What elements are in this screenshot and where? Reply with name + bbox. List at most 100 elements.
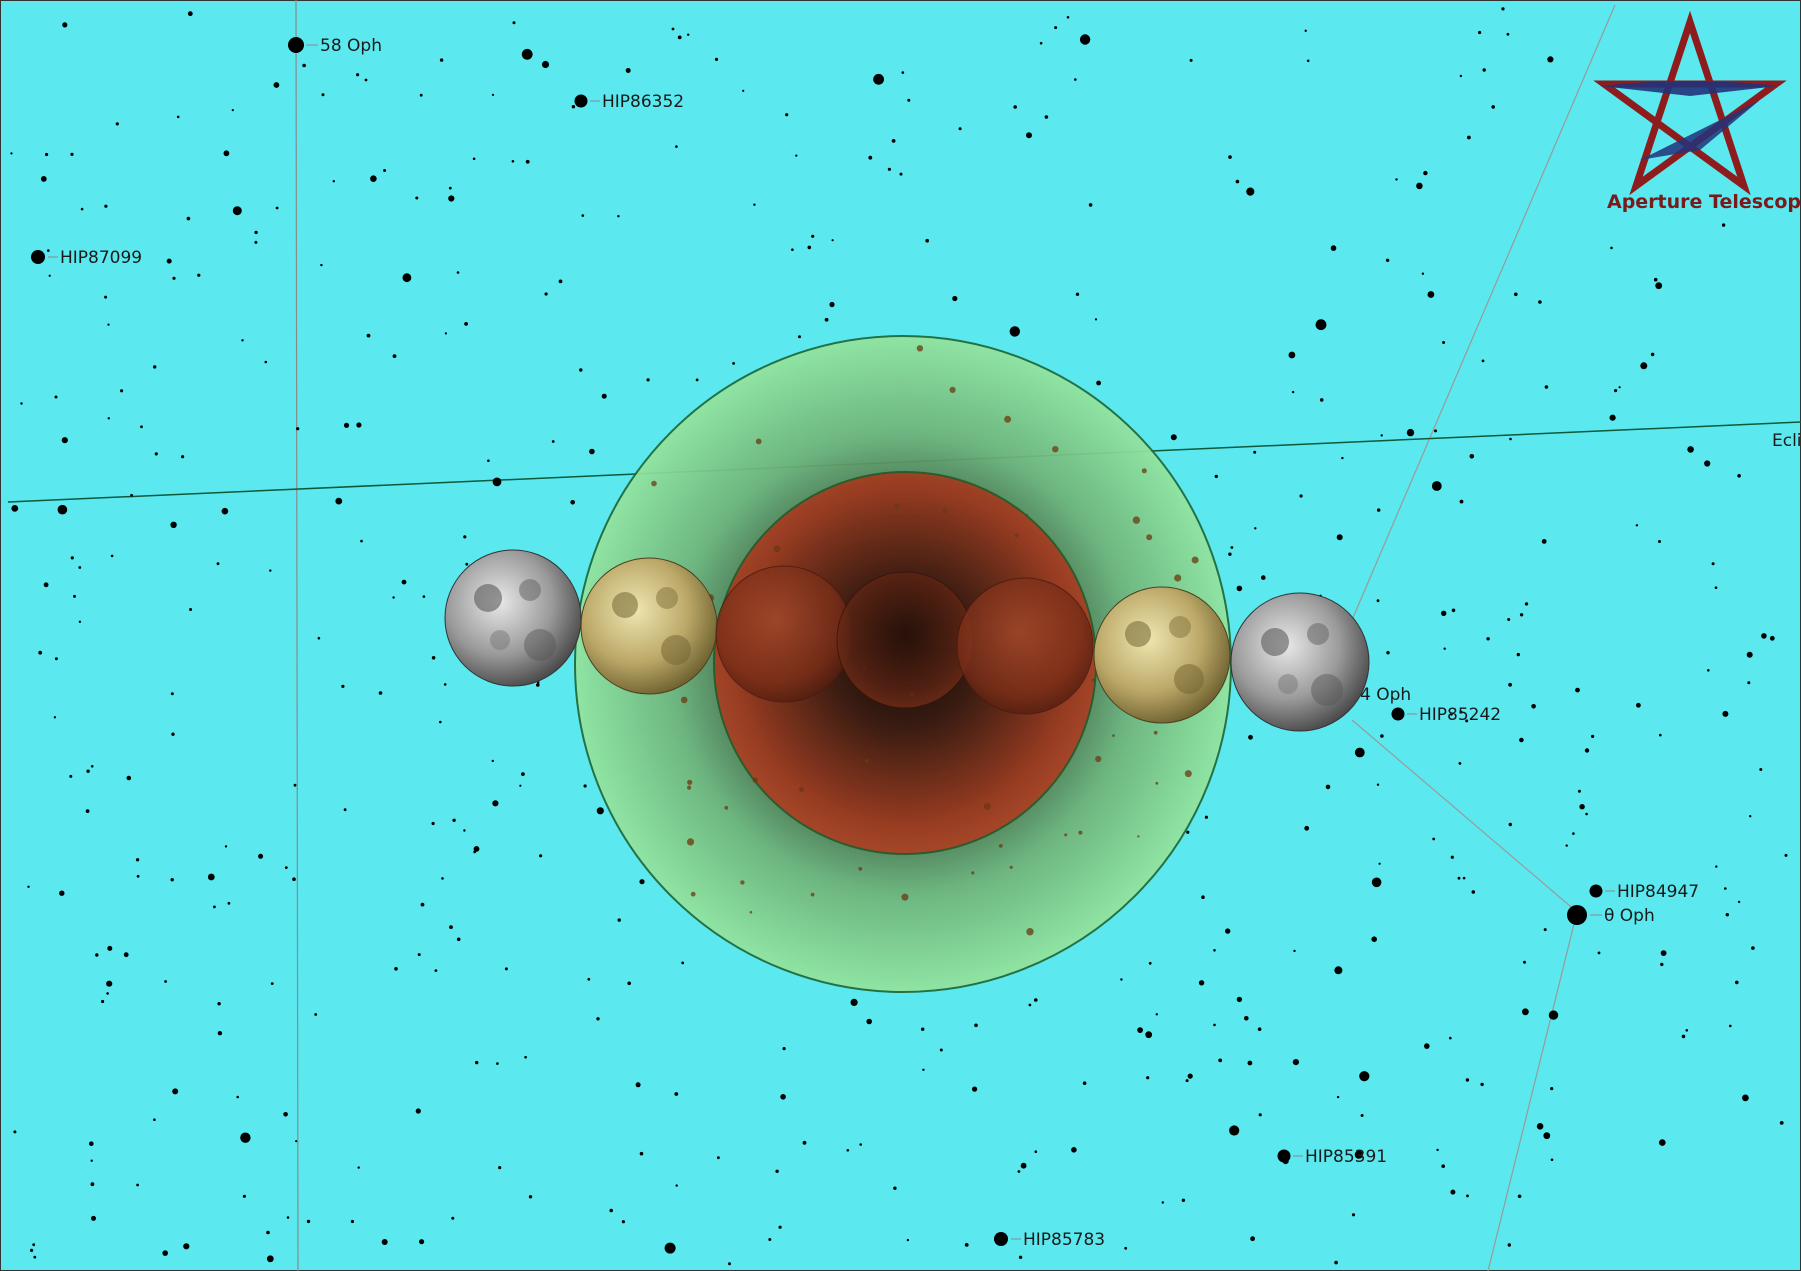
star-dot	[1185, 1079, 1189, 1083]
star-dot	[104, 295, 108, 299]
star-dot	[1376, 599, 1380, 603]
star-dot	[1315, 319, 1327, 331]
star-dot	[20, 402, 23, 405]
star-dot	[1395, 178, 1398, 181]
star-dot	[343, 808, 347, 812]
star-dot	[1034, 998, 1038, 1002]
star-dot	[1746, 651, 1753, 658]
star-dot	[901, 893, 909, 901]
star-dot	[1491, 105, 1495, 109]
star-dot	[1609, 414, 1616, 421]
star-dot	[32, 1243, 36, 1247]
star-dot	[1523, 960, 1526, 964]
star-label: 4 Oph	[1360, 685, 1411, 705]
moon-partial-penumbral-egress	[1230, 592, 1370, 732]
star-dot	[1508, 682, 1512, 687]
star-dot	[80, 207, 84, 211]
star-dot	[293, 783, 297, 787]
star-dot	[635, 1082, 641, 1088]
star-label: HIP86352	[602, 92, 684, 112]
star-dot	[1424, 1043, 1430, 1049]
star-label: HIP85391	[1305, 1147, 1387, 1167]
star-dot	[1462, 876, 1466, 880]
star-dot	[1466, 1194, 1469, 1198]
star-dot	[1054, 26, 1058, 30]
star-dot	[1112, 734, 1115, 737]
star-dot	[115, 122, 119, 126]
star-dot	[858, 867, 863, 871]
star-dot	[221, 507, 229, 515]
labeled-star-58-oph: 58 Oph	[288, 36, 382, 56]
star-dot	[1550, 1087, 1554, 1091]
star-dot	[802, 1140, 807, 1145]
star-dot	[402, 273, 412, 283]
star-dot	[974, 1023, 978, 1028]
star-dot	[107, 945, 113, 951]
star-dot	[1246, 187, 1255, 196]
star-dot	[269, 569, 272, 572]
star-dot	[54, 657, 58, 661]
star-dot	[791, 248, 794, 251]
star-dot	[1148, 961, 1152, 965]
labeled-star-hip85242: HIP85242	[1391, 705, 1501, 725]
star-dot	[1471, 890, 1476, 894]
star-dot	[11, 505, 19, 512]
star-dot	[1423, 170, 1428, 176]
star-dot	[1244, 1016, 1249, 1021]
star-dot	[1088, 203, 1093, 207]
logo-text: Aperture Telescopes	[1607, 191, 1801, 213]
star-dot	[651, 480, 657, 487]
star-dot	[1543, 928, 1547, 932]
star-dot	[1096, 380, 1101, 386]
star-dot	[85, 809, 90, 813]
star-dot	[197, 273, 201, 277]
star-dot	[153, 365, 157, 369]
star-dot	[401, 579, 407, 585]
star-dot	[675, 145, 678, 148]
star-dot	[859, 1143, 862, 1146]
star-dot	[176, 115, 180, 119]
logo-star-icon	[1593, 10, 1787, 196]
star-dot	[1258, 1113, 1262, 1117]
star-dot	[53, 716, 57, 719]
labeled-star-4-oph: 4 Oph	[1360, 685, 1411, 705]
star-dot	[601, 393, 607, 399]
star-dot	[273, 82, 280, 88]
star-dot	[1749, 815, 1752, 818]
star-dot	[1784, 853, 1788, 857]
star-dot	[998, 844, 1003, 848]
star-dot	[1514, 292, 1518, 297]
star-dot	[742, 89, 745, 92]
star-dot	[1039, 41, 1043, 45]
star-dot	[1225, 928, 1231, 934]
star-dot	[302, 63, 306, 68]
star-dot	[780, 1094, 786, 1100]
star-dot	[1052, 446, 1059, 453]
star-dot	[921, 1027, 925, 1031]
star-dot	[829, 301, 835, 308]
star-dot	[1146, 534, 1153, 541]
star-dot	[45, 152, 49, 157]
star-dot	[1650, 352, 1655, 357]
star-dot	[1577, 789, 1581, 793]
star-dot	[1465, 719, 1469, 723]
star-dot	[1341, 456, 1344, 460]
star-dot	[1120, 978, 1123, 981]
star-dot	[1004, 415, 1012, 423]
star-dot	[1724, 887, 1727, 890]
star-dot	[1304, 29, 1307, 32]
star-dot	[370, 175, 377, 182]
star-dot	[1508, 822, 1513, 827]
star-dot	[419, 93, 423, 97]
star-dot	[1725, 913, 1730, 917]
star-dot	[1660, 962, 1664, 967]
star-dot	[1597, 951, 1601, 955]
star-dot	[1137, 835, 1140, 838]
star-dot	[183, 1243, 190, 1250]
star-dot	[449, 925, 453, 929]
star-dot	[1187, 1073, 1193, 1079]
star-dot	[1565, 844, 1568, 847]
star-dot	[1026, 132, 1032, 139]
star-dot	[90, 765, 94, 768]
star-dot	[1458, 762, 1462, 765]
